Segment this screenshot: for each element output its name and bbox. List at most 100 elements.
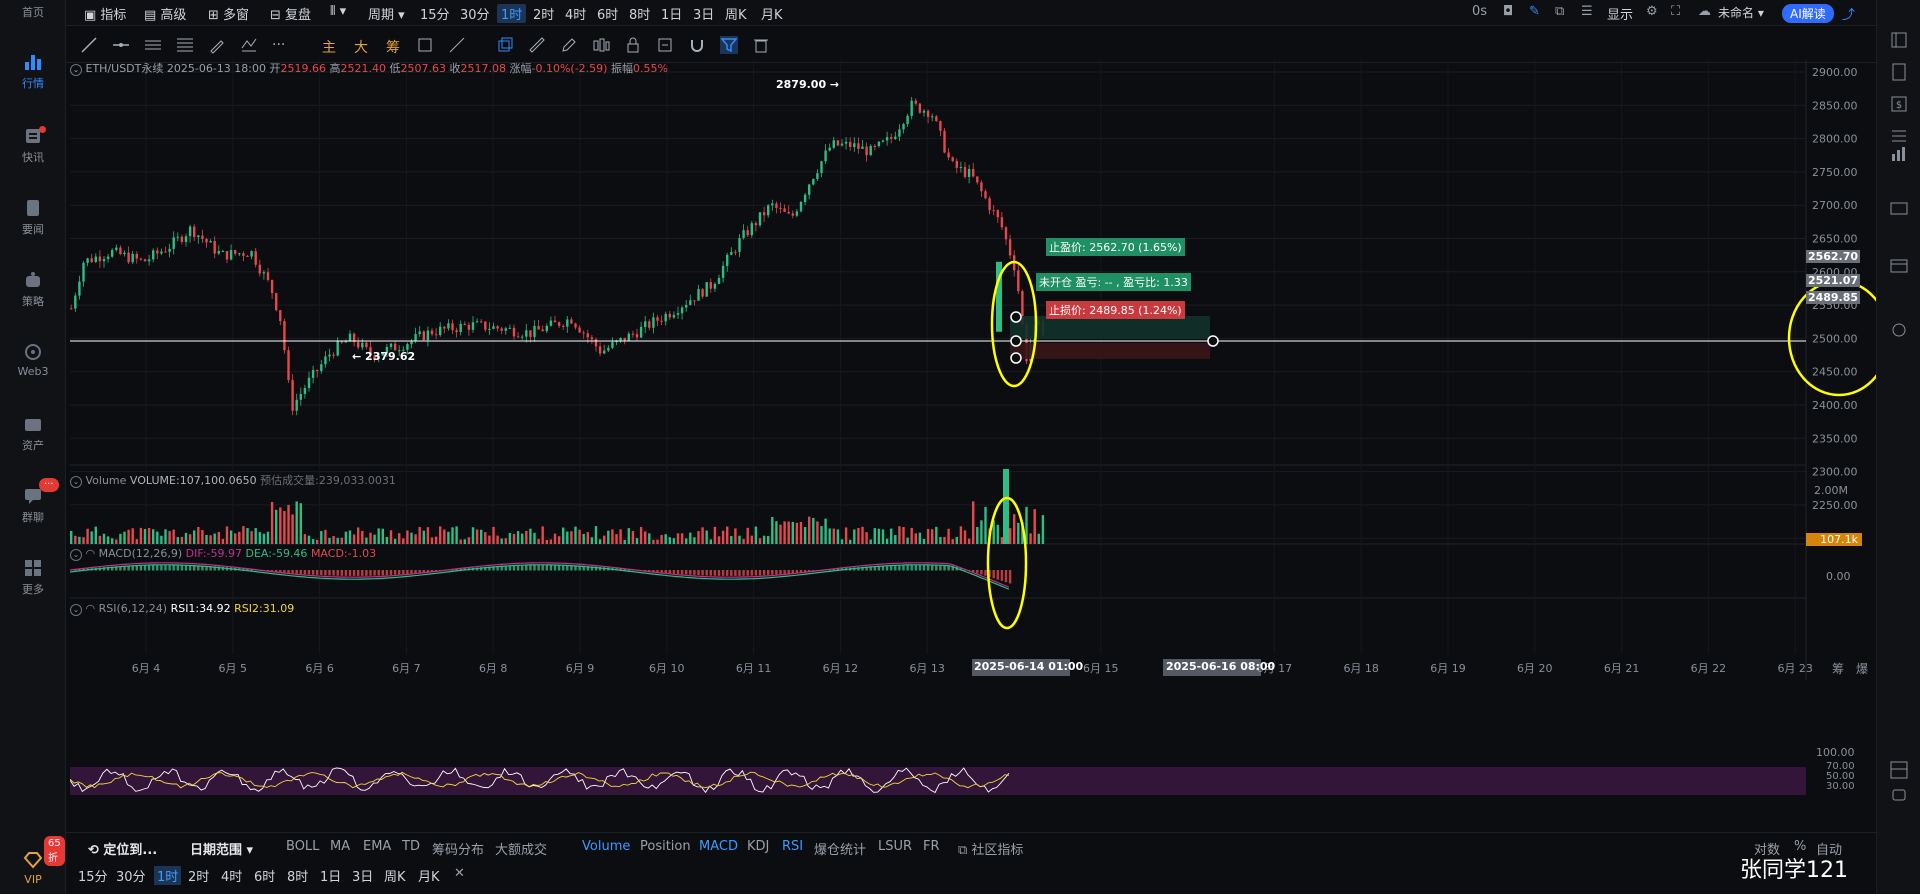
compare-icon[interactable]: [592, 36, 610, 54]
locate-button[interactable]: ⟲ 定位到...: [88, 843, 158, 858]
bell-icon[interactable]: ◠: [85, 602, 96, 615]
liquidation-axis-button[interactable]: 爆: [1856, 662, 1869, 676]
ruler-icon[interactable]: [528, 36, 546, 54]
collapse-icon[interactable]: ⌄: [70, 549, 82, 561]
sidebar-item-flash[interactable]: 快讯: [0, 126, 66, 165]
bar-stats-icon[interactable]: [1889, 144, 1909, 164]
tf-15m[interactable]: 15分: [420, 8, 450, 23]
card-icon[interactable]: [1889, 256, 1909, 276]
robot-icon[interactable]: [1889, 784, 1909, 804]
tf-6h[interactable]: 6时: [597, 8, 619, 23]
indicator-ema[interactable]: EMA: [363, 839, 392, 854]
indicator-volume[interactable]: Volume: [582, 839, 631, 854]
tfb-30m[interactable]: 30分: [116, 870, 146, 885]
multi-window-button[interactable]: ⊞ 多窗: [208, 8, 250, 23]
main-chart-toggle[interactable]: 主: [322, 40, 336, 56]
gear-icon[interactable]: ⚙: [1646, 4, 1658, 19]
orderbook-icon[interactable]: [1889, 30, 1909, 50]
measure-icon[interactable]: [448, 36, 466, 54]
copy-icon[interactable]: [496, 36, 514, 54]
display-button[interactable]: 显示: [1607, 8, 1634, 23]
tf-8h[interactable]: 8时: [629, 8, 651, 23]
tfb-1w[interactable]: 周K: [384, 870, 406, 885]
community-indicators-button[interactable]: ⧉ 社区指标: [958, 843, 1024, 858]
tfb-4h[interactable]: 4时: [221, 870, 243, 885]
horizontal-line-icon[interactable]: [112, 36, 130, 54]
indicator-kdj[interactable]: KDJ: [747, 839, 770, 854]
target-icon[interactable]: [1889, 320, 1909, 340]
entry-label[interactable]: 未开仓 盈亏: -- , 盈亏比: 1.33: [1036, 273, 1191, 291]
camera-icon[interactable]: ◘: [1503, 4, 1514, 19]
template-icon[interactable]: [656, 36, 674, 54]
tf-1d[interactable]: 1日: [661, 8, 683, 23]
brush-icon[interactable]: [208, 36, 226, 54]
indicator-lsur[interactable]: LSUR: [878, 839, 913, 854]
tfb-1mo[interactable]: 月K: [418, 870, 440, 885]
settings-list-icon[interactable]: ☰: [1581, 4, 1593, 19]
chips-axis-button[interactable]: 筹: [1832, 662, 1845, 676]
sidebar-item-headlines[interactable]: 要闻: [0, 198, 66, 237]
monitor-icon[interactable]: [1889, 200, 1909, 220]
close-icon[interactable]: ✕: [454, 866, 465, 881]
indicators-button[interactable]: ▣ 指标: [84, 8, 127, 23]
large-trades-toggle[interactable]: 大: [354, 40, 368, 56]
indicator-macd[interactable]: MACD: [699, 839, 738, 854]
replay-button[interactable]: ⊟ 复盘: [270, 8, 312, 23]
dollar-icon[interactable]: $: [1889, 94, 1909, 114]
collapse-icon[interactable]: ⌄: [70, 64, 82, 76]
order-icon[interactable]: [416, 36, 434, 54]
indicator-liquidation[interactable]: 爆仓统计: [814, 843, 867, 858]
chip-distribution-toggle[interactable]: 筹: [386, 40, 400, 56]
indicator-ma[interactable]: MA: [330, 839, 351, 854]
popout-icon[interactable]: ⧉: [1555, 4, 1565, 19]
tfb-3d[interactable]: 3日: [352, 870, 374, 885]
tf-1w[interactable]: 周K: [725, 8, 747, 23]
collapse-icon[interactable]: ⌄: [70, 476, 82, 488]
collapse-icon[interactable]: ⌄: [70, 604, 82, 616]
magnet-icon[interactable]: [688, 36, 706, 54]
filter-icon[interactable]: [720, 36, 738, 54]
lock-icon[interactable]: [624, 36, 642, 54]
indicator-chip-dist[interactable]: 筹码分布: [432, 843, 485, 858]
more-tools-icon[interactable]: ···: [272, 37, 286, 53]
take-profit-label[interactable]: 止盈价: 2562.70 (1.65%): [1046, 238, 1185, 256]
pencil-icon[interactable]: [560, 36, 578, 54]
tf-1mo[interactable]: 月K: [761, 8, 783, 23]
tfb-6h[interactable]: 6时: [254, 870, 276, 885]
fullscreen-icon[interactable]: ⛶: [1671, 4, 1681, 19]
log-scale-toggle[interactable]: 对数: [1754, 843, 1781, 858]
stop-loss-label[interactable]: 止损价: 2489.85 (1.24%): [1046, 301, 1185, 319]
ai-interpret-button[interactable]: AI解读: [1782, 4, 1834, 23]
sidebar-item-home[interactable]: 首页: [0, 4, 66, 20]
fib-retracement-icon[interactable]: [176, 36, 194, 54]
sidebar-item-strategy[interactable]: 策略: [0, 270, 66, 309]
tfb-1h[interactable]: 1时: [154, 866, 182, 885]
percent-scale-toggle[interactable]: %: [1794, 839, 1807, 854]
sidebar-item-web3[interactable]: Web3: [0, 342, 66, 378]
parallel-channel-icon[interactable]: [144, 36, 162, 54]
document-icon[interactable]: [1889, 62, 1909, 82]
layout-name-dropdown[interactable]: 未命名 ▾: [1718, 6, 1764, 20]
indicator-rsi[interactable]: RSI: [782, 839, 804, 854]
trend-line-icon[interactable]: [80, 36, 98, 54]
sidebar-item-more[interactable]: 更多: [0, 558, 66, 597]
sidebar-item-assets[interactable]: 资产: [0, 414, 66, 453]
chart-type-dropdown[interactable]: ⫴ ▾: [330, 4, 347, 19]
tf-3d[interactable]: 3日: [693, 8, 715, 23]
advanced-button[interactable]: ▤ 高级: [144, 8, 187, 23]
layout-icon[interactable]: [1889, 760, 1909, 780]
trash-icon[interactable]: [752, 36, 770, 54]
tf-2h[interactable]: 2时: [533, 8, 555, 23]
pattern-icon[interactable]: [240, 36, 258, 54]
tfb-15m[interactable]: 15分: [78, 870, 108, 885]
tfb-1d[interactable]: 1日: [320, 870, 342, 885]
indicator-td[interactable]: TD: [402, 839, 420, 854]
date-range-dropdown[interactable]: 日期范围 ▾: [190, 843, 254, 858]
sidebar-item-chat[interactable]: ··· 群聊: [0, 478, 66, 525]
indicator-large-trades[interactable]: 大额成交: [495, 843, 548, 858]
tfb-8h[interactable]: 8时: [287, 870, 309, 885]
indicator-boll[interactable]: BOLL: [286, 839, 320, 854]
share-icon[interactable]: ⤴: [1842, 8, 1856, 23]
tfb-2h[interactable]: 2时: [188, 870, 210, 885]
price-chart-svg[interactable]: 2900.00 2850.00 2800.00 2750.00 2700.00 2650.…: [70, 60, 1876, 860]
